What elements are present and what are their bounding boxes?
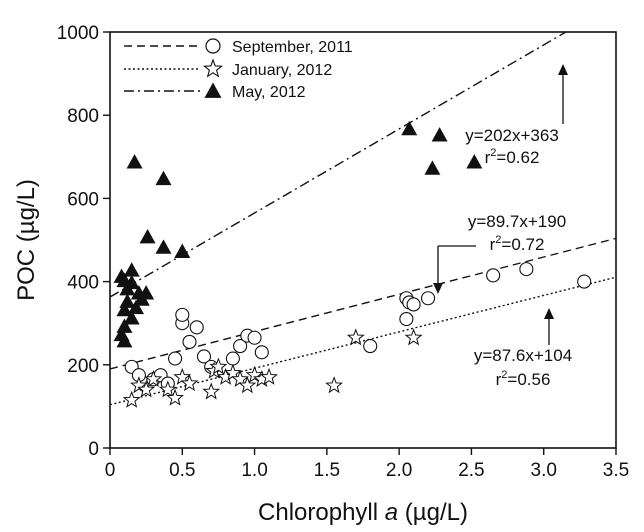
legend-label-may: May, 2012 <box>232 84 306 101</box>
data-point-star <box>245 365 264 383</box>
data-point-star <box>180 374 199 392</box>
data-point-star <box>137 380 156 398</box>
data-point-circle <box>399 311 414 327</box>
data-point-circle <box>225 351 240 366</box>
data-markers <box>113 120 592 408</box>
data-point-triangle <box>116 301 133 317</box>
data-point-triangle <box>123 262 140 277</box>
data-point-triangle <box>126 154 143 169</box>
data-point-star <box>404 328 423 346</box>
legend: September, 2011 January, 2012 May, 2012 <box>124 38 353 101</box>
data-point-triangle <box>466 154 483 169</box>
data-point-star <box>325 376 344 394</box>
data-point-triangle <box>139 228 156 244</box>
annotation-r2-january: r2=0.56 <box>496 369 551 389</box>
legend-label-september: September, 2011 <box>232 39 353 56</box>
data-point-triangle <box>123 274 140 290</box>
data-point-star <box>122 390 141 408</box>
annotation-arrow-may-head <box>558 64 568 75</box>
data-point-triangle <box>138 285 155 300</box>
annotation-r2-september: r2=0.72 <box>490 234 545 254</box>
data-point-circle <box>189 320 204 335</box>
data-point-circle <box>519 262 534 277</box>
x-tick-label: 1.5 <box>314 460 340 481</box>
x-tick-label: 3.5 <box>603 460 629 481</box>
data-point-circle <box>175 307 190 322</box>
data-point-circle <box>486 268 501 283</box>
data-point-triangle <box>128 299 145 315</box>
y-tick-label: 1000 <box>57 23 99 44</box>
x-tick-label: 3.0 <box>531 460 557 481</box>
data-point-circle <box>168 351 183 366</box>
y-tick-label: 800 <box>67 106 99 127</box>
legend-marker-september <box>205 38 221 54</box>
data-point-triangle <box>123 310 140 325</box>
x-tick-label: 0 <box>105 460 116 481</box>
annotation-equation-january: y=87.6x+104 <box>474 346 572 365</box>
data-point-star <box>346 328 365 346</box>
data-point-star <box>202 382 221 400</box>
y-tick-label: 600 <box>67 189 99 210</box>
y-tick-label: 200 <box>67 356 99 377</box>
y-axis-title: POC (µg/L) <box>13 179 40 301</box>
annotation-arrow-september-head <box>433 283 443 294</box>
data-point-star <box>260 367 278 385</box>
data-point-star <box>158 380 177 398</box>
data-point-triangle <box>424 160 441 175</box>
data-point-circle <box>363 339 378 354</box>
annotation-arrow-january-head <box>544 308 554 319</box>
y-tick-label: 0 <box>88 439 99 460</box>
data-point-circle <box>577 274 592 289</box>
annotation-equation-may: y=202x+363 <box>465 126 559 145</box>
x-tick-label: 2.0 <box>386 460 412 481</box>
data-point-triangle <box>155 170 172 186</box>
axes: 0 0.5 1.0 1.5 2.0 2.5 3.0 3.5 0 200 400 600 800 1000 <box>57 23 629 481</box>
data-point-circle <box>406 297 421 312</box>
x-axis-title: Chlorophyll a (µg/L) <box>258 499 468 526</box>
data-point-circle <box>233 339 248 354</box>
data-point-triangle <box>116 332 133 348</box>
data-point-circle <box>421 291 436 306</box>
legend-marker-may <box>204 82 222 98</box>
data-point-circle <box>182 334 197 349</box>
fit-line-circle-open <box>110 237 616 370</box>
data-point-star <box>144 369 163 387</box>
data-point-circle <box>254 345 269 360</box>
x-tick-label: 0.5 <box>169 460 195 481</box>
data-point-star <box>209 357 228 375</box>
data-point-star <box>238 376 257 394</box>
annotation-equation-september: y=89.7x+190 <box>468 212 566 231</box>
annotations: y=202x+363 r2=0.62 y=89.7x+190 r2=0.72 y… <box>433 64 572 389</box>
plot-frame <box>109 31 617 449</box>
y-tick-label: 400 <box>67 273 99 294</box>
annotation-r2-may: r2=0.62 <box>485 147 540 167</box>
data-point-star <box>166 388 185 406</box>
fit-line-triangle-filled <box>110 32 568 298</box>
data-point-star <box>129 376 148 394</box>
legend-marker-january <box>202 58 224 78</box>
data-point-triangle <box>401 120 418 136</box>
legend-label-january: January, 2012 <box>232 62 332 79</box>
data-point-triangle <box>174 243 191 258</box>
data-point-circle <box>196 349 212 364</box>
x-tick-label: 1.0 <box>241 460 267 481</box>
data-point-triangle <box>119 293 136 308</box>
data-point-circle <box>247 330 262 345</box>
data-point-triangle <box>155 239 172 254</box>
x-tick-label: 2.5 <box>458 460 484 481</box>
data-point-triangle <box>431 127 448 142</box>
